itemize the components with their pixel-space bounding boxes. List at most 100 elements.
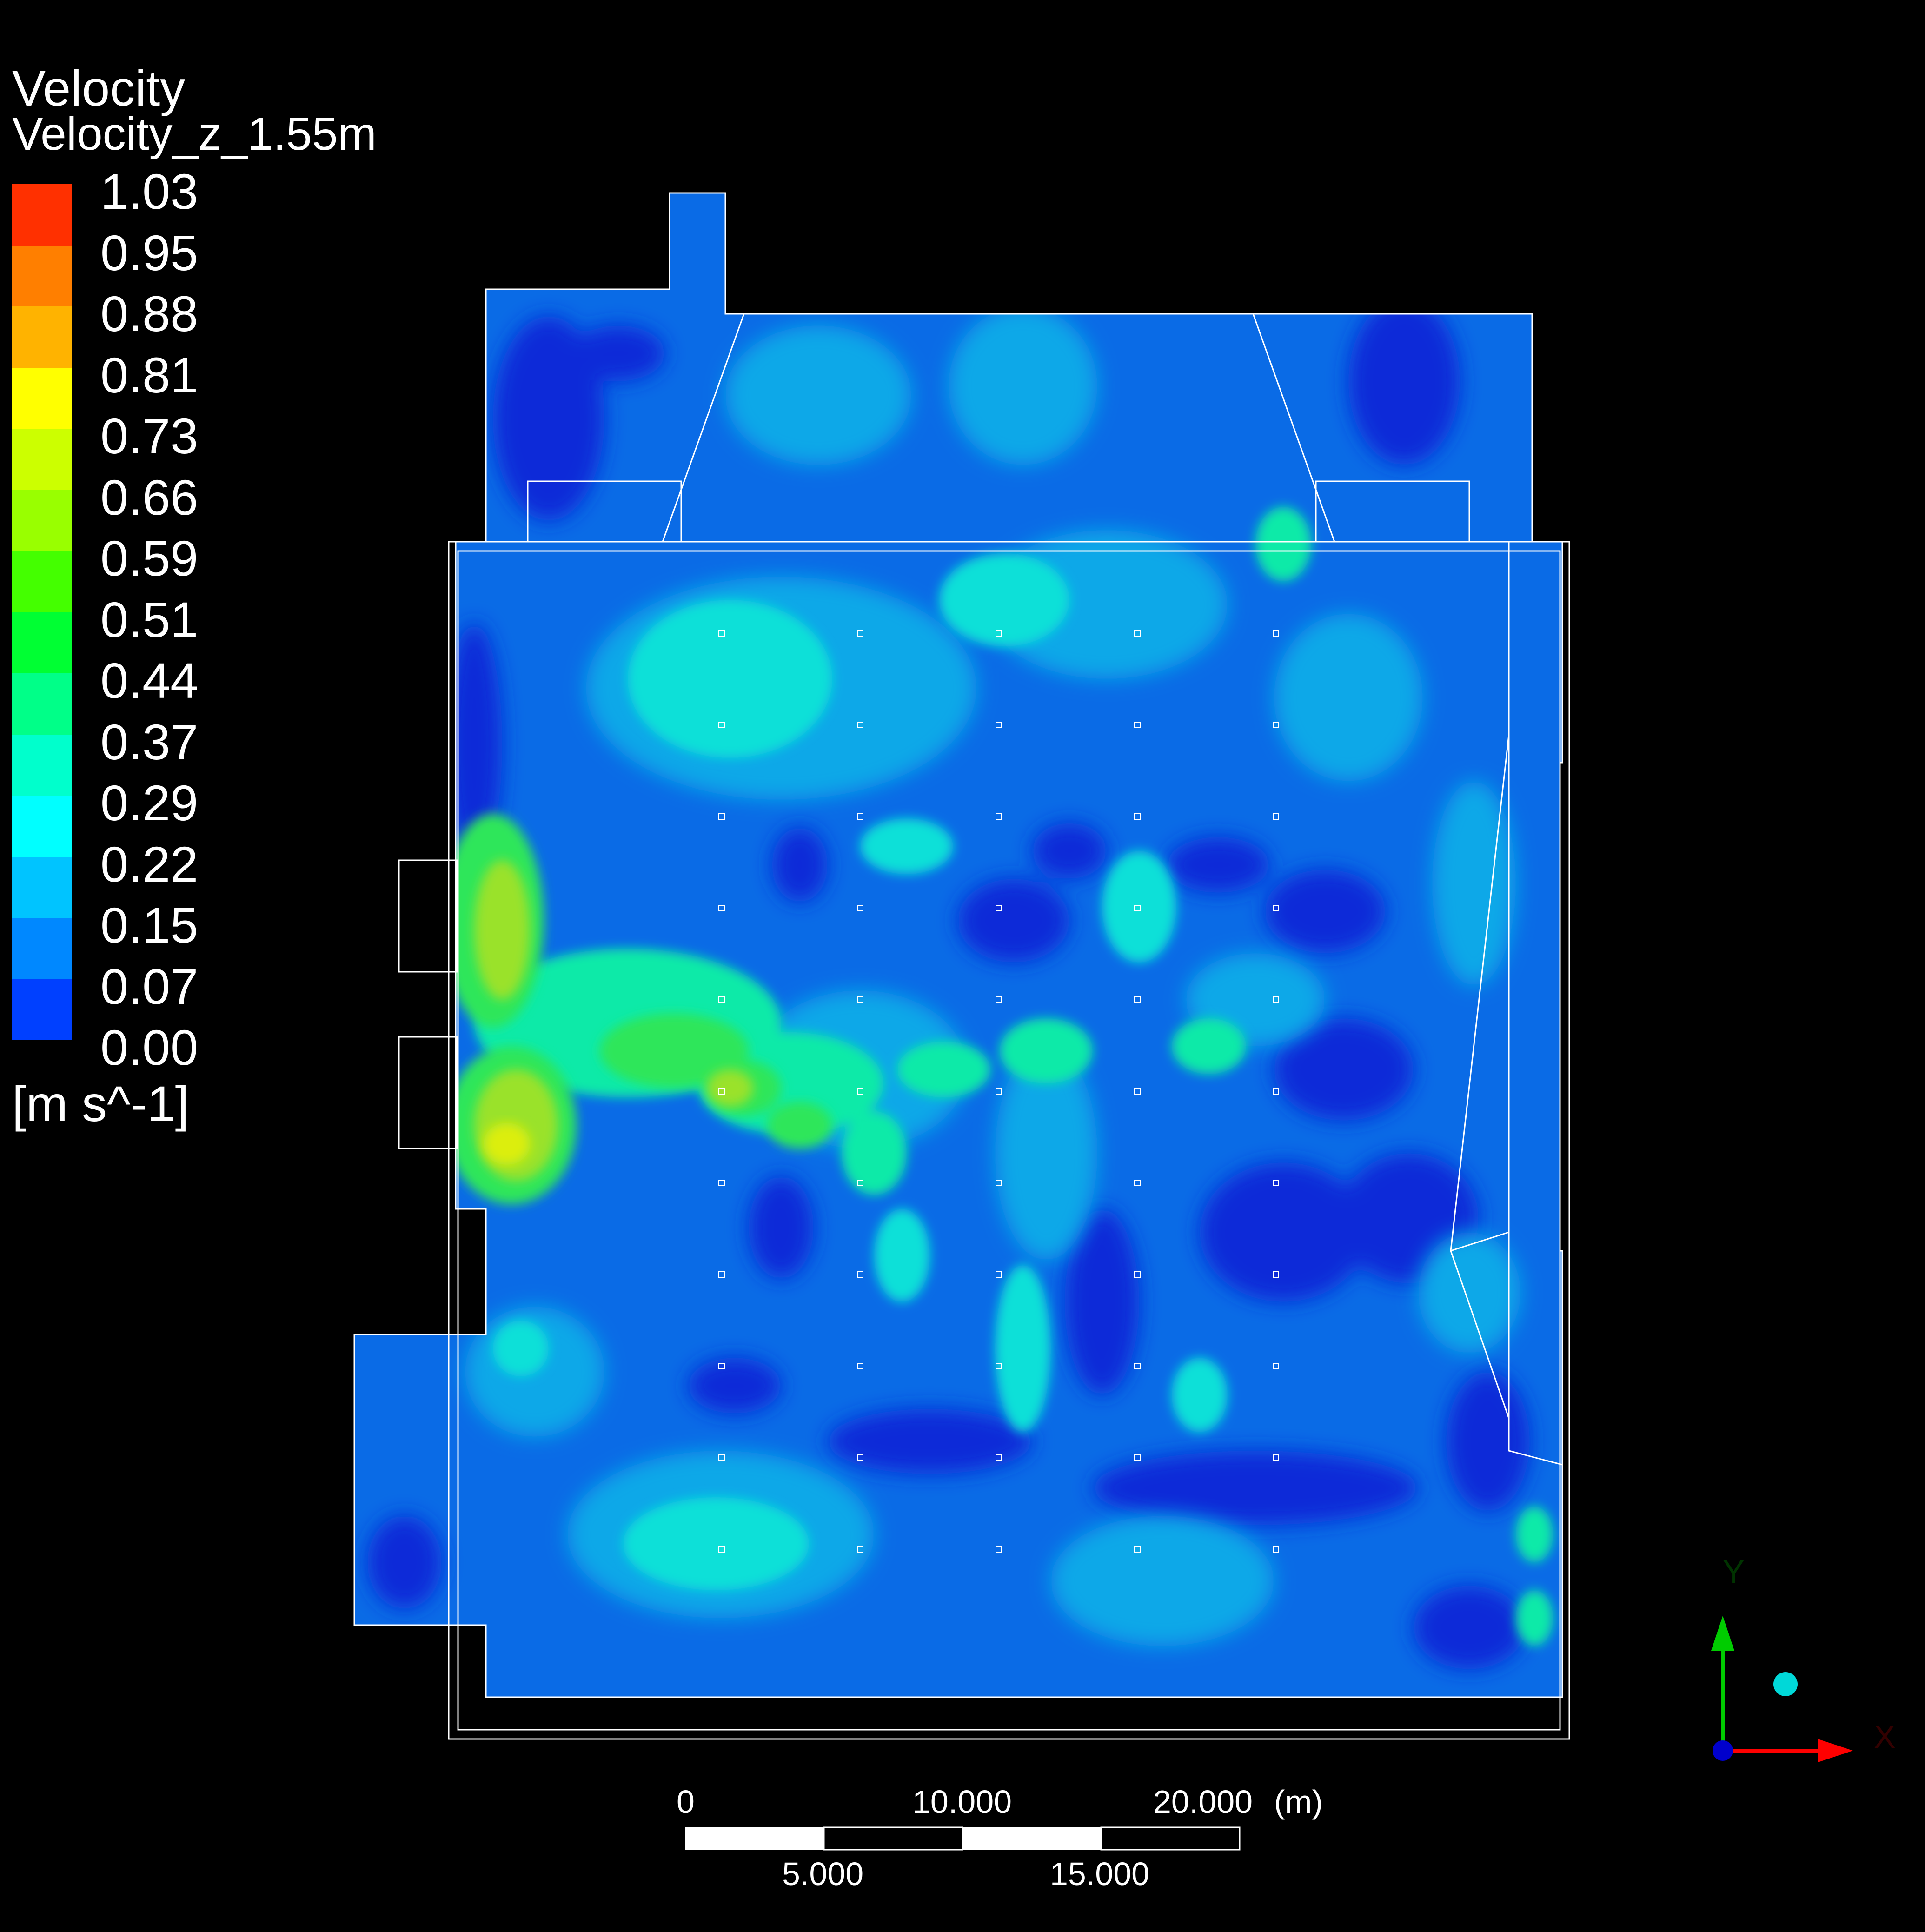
legend-tick-label: 0.95 bbox=[100, 224, 199, 281]
sensor-marker bbox=[718, 1271, 725, 1278]
legend-tick-label: 0.81 bbox=[100, 346, 199, 403]
sensor-marker bbox=[1273, 996, 1279, 1003]
sensor-marker bbox=[857, 905, 863, 911]
sensor-marker bbox=[718, 1180, 725, 1186]
legend-tick-label: 0.07 bbox=[100, 958, 199, 1015]
sensor-marker bbox=[1134, 813, 1141, 820]
sensor-marker bbox=[1273, 813, 1279, 820]
legend-tick-label: 0.22 bbox=[100, 836, 199, 892]
sensor-markers bbox=[718, 630, 1279, 1553]
fluid-domain bbox=[354, 193, 1562, 1697]
sensor-marker bbox=[857, 813, 863, 820]
scale-bar-segment bbox=[685, 1827, 824, 1850]
sensor-marker bbox=[996, 1454, 1002, 1461]
legend-tick-label: 0.44 bbox=[100, 652, 199, 709]
legend-swatch bbox=[12, 490, 72, 551]
legend-tick-label: 0.51 bbox=[100, 591, 199, 648]
legend-swatch bbox=[12, 796, 72, 857]
x-axis-arrowhead bbox=[1818, 1739, 1853, 1762]
legend-tick-label: 0.88 bbox=[100, 285, 199, 342]
sensor-marker bbox=[718, 905, 725, 911]
sensor-marker bbox=[1273, 1271, 1279, 1278]
legend-swatch bbox=[12, 429, 72, 490]
domain-outline bbox=[353, 192, 1570, 1740]
sensor-marker bbox=[1134, 1363, 1141, 1369]
sensor-marker bbox=[1273, 905, 1279, 911]
scale-bar bbox=[685, 1826, 1241, 1851]
legend-tick-label: 0.15 bbox=[100, 897, 199, 953]
sensor-marker bbox=[857, 1363, 863, 1369]
sensor-marker bbox=[1273, 1363, 1279, 1369]
scale-label-15: 15.000 bbox=[1050, 1856, 1150, 1892]
legend-swatch bbox=[12, 979, 72, 1040]
sensor-marker bbox=[857, 1088, 863, 1095]
legend-tick-label: 0.00 bbox=[100, 1019, 199, 1076]
sensor-marker bbox=[1134, 1088, 1141, 1095]
axis-triad bbox=[1711, 1616, 1853, 1762]
sensor-marker bbox=[996, 630, 1002, 637]
legend-tick-label: 0.66 bbox=[100, 469, 199, 525]
sensor-marker bbox=[857, 1180, 863, 1186]
sensor-marker bbox=[1134, 1546, 1141, 1553]
x-axis-label: X bbox=[1874, 1719, 1896, 1755]
sensor-marker bbox=[718, 1546, 725, 1553]
sensor-marker bbox=[857, 722, 863, 728]
legend-unit: [m s^-1] bbox=[12, 1076, 189, 1132]
scale-label-0: 0 bbox=[677, 1784, 695, 1820]
contour-fill-yellow bbox=[484, 1123, 530, 1165]
sensor-marker bbox=[1134, 722, 1141, 728]
sensor-marker bbox=[996, 905, 1002, 911]
sensor-marker bbox=[857, 1271, 863, 1278]
legend-swatch bbox=[12, 673, 72, 735]
sensor-marker bbox=[1134, 1271, 1141, 1278]
sensor-marker bbox=[1273, 1088, 1279, 1095]
y-axis-label: Y bbox=[1723, 1554, 1745, 1590]
contour-fill-deep bbox=[367, 298, 1530, 1669]
sensor-marker bbox=[718, 813, 725, 820]
sensor-marker bbox=[1134, 996, 1141, 1003]
sensor-marker bbox=[1134, 905, 1141, 911]
sensor-marker bbox=[1273, 722, 1279, 728]
sensor-marker bbox=[996, 1546, 1002, 1553]
scale-label-5: 5.000 bbox=[782, 1856, 864, 1892]
legend-swatch bbox=[12, 612, 72, 673]
sensor-marker bbox=[996, 1180, 1002, 1186]
legend-tick-label: 0.29 bbox=[100, 775, 199, 831]
sensor-marker bbox=[1134, 1454, 1141, 1461]
sensor-marker bbox=[1134, 1180, 1141, 1186]
sensor-marker bbox=[1134, 630, 1141, 637]
sensor-marker bbox=[1273, 1180, 1279, 1186]
legend-swatch bbox=[12, 551, 72, 612]
legend-tick-label: 0.37 bbox=[100, 713, 199, 770]
legend-swatch bbox=[12, 367, 72, 429]
sensor-marker bbox=[996, 813, 1002, 820]
legend-swatch bbox=[12, 184, 72, 246]
sensor-marker bbox=[996, 1271, 1002, 1278]
sensor-marker bbox=[718, 722, 725, 728]
legend-swatch bbox=[12, 856, 72, 918]
scale-bar-segment bbox=[962, 1827, 1101, 1850]
legend-tick-label: 0.73 bbox=[100, 408, 199, 464]
legend-swatch bbox=[12, 918, 72, 979]
sensor-marker bbox=[718, 1363, 725, 1369]
legend-tick-label: 0.59 bbox=[100, 530, 199, 586]
sensor-marker bbox=[718, 996, 725, 1003]
sensor-marker bbox=[857, 630, 863, 637]
contour-fill-lime bbox=[474, 860, 753, 1181]
legend-color-bar bbox=[12, 184, 72, 1040]
sensor-marker bbox=[1273, 1454, 1279, 1461]
legend-swatch bbox=[12, 306, 72, 368]
sensor-marker bbox=[857, 1546, 863, 1553]
sensor-marker bbox=[857, 996, 863, 1003]
sensor-marker bbox=[996, 1363, 1002, 1369]
sensor-marker bbox=[996, 722, 1002, 728]
sensor-marker bbox=[718, 1088, 725, 1095]
legend-title: Velocity bbox=[12, 60, 186, 116]
scale-unit: (m) bbox=[1274, 1784, 1323, 1820]
rotation-sphere-icon[interactable] bbox=[1773, 1672, 1798, 1696]
sensor-marker bbox=[718, 1454, 725, 1461]
sensor-marker bbox=[996, 996, 1002, 1003]
sensor-marker bbox=[718, 630, 725, 637]
